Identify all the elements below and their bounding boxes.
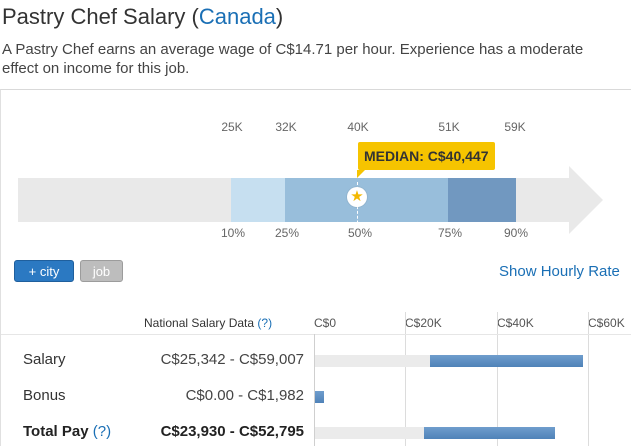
salary-panel: 25K 32K 40K 51K 59K ★ MEDIAN: C$40,447 1… <box>0 89 631 446</box>
national-salary-data-label: National Salary Data <box>144 316 255 330</box>
row-label-bonus: Bonus <box>23 387 66 404</box>
title-prefix: Pastry Chef Salary ( <box>2 4 199 29</box>
title-suffix: ) <box>275 4 284 29</box>
row-range-bonus: C$0.00 - C$1,982 <box>185 387 304 404</box>
table-header-rule <box>1 334 631 335</box>
row-bar-salary <box>430 355 584 367</box>
row-label-salary: Salary <box>23 351 66 368</box>
tick-bottom-10: 10% <box>220 226 246 240</box>
country-link[interactable]: Canada <box>198 4 276 29</box>
axis-label-40k: C$40K <box>497 316 534 330</box>
gridline-60k <box>588 312 589 446</box>
tick-top-25: 32K <box>275 120 297 134</box>
tick-top-10: 25K <box>221 120 243 134</box>
job-button[interactable]: job <box>80 260 123 282</box>
page-title: Pastry Chef Salary (Canada) <box>2 4 283 30</box>
row-bar-bonus <box>315 391 325 403</box>
row-bar-total-pay <box>423 427 556 439</box>
axis-label-20k: C$20K <box>405 316 442 330</box>
axis-label-60k: C$60K <box>588 316 625 330</box>
gridline-20k <box>405 312 406 446</box>
axis-label-0: C$0 <box>314 316 337 330</box>
tick-bottom-25: 25% <box>274 226 300 240</box>
tick-top-75: 51K <box>438 120 460 134</box>
median-badge: MEDIAN: C$40,447 <box>357 142 495 178</box>
gridline-40k <box>497 312 498 446</box>
band-10-25 <box>231 178 285 222</box>
tick-top-50: 40K <box>347 120 369 134</box>
distribution-arrow-head <box>569 166 603 234</box>
help-link[interactable]: (?) <box>257 316 273 330</box>
total-pay-label: Total Pay <box>23 423 89 440</box>
row-range-total-pay: C$23,930 - C$52,795 <box>160 423 304 440</box>
salary-summary: A Pastry Chef earns an average wage of C… <box>2 41 584 77</box>
table-separator <box>314 334 315 446</box>
tick-top-90: 59K <box>504 120 526 134</box>
national-salary-data-header: National Salary Data (?) <box>144 316 272 330</box>
band-75-90 <box>448 178 516 222</box>
add-city-button[interactable]: + city <box>14 260 74 282</box>
star-icon: ★ <box>347 187 367 207</box>
median-line <box>357 182 358 238</box>
show-hourly-rate-link[interactable]: Show Hourly Rate <box>499 263 620 280</box>
row-range-salary: C$25,342 - C$59,007 <box>160 351 304 368</box>
tick-bottom-90: 90% <box>503 226 529 240</box>
tick-bottom-75: 75% <box>437 226 463 240</box>
row-label-total-pay: Total Pay (?) <box>23 423 111 440</box>
tick-bottom-50: 50% <box>347 226 373 240</box>
total-pay-help-link[interactable]: (?) <box>92 423 112 440</box>
